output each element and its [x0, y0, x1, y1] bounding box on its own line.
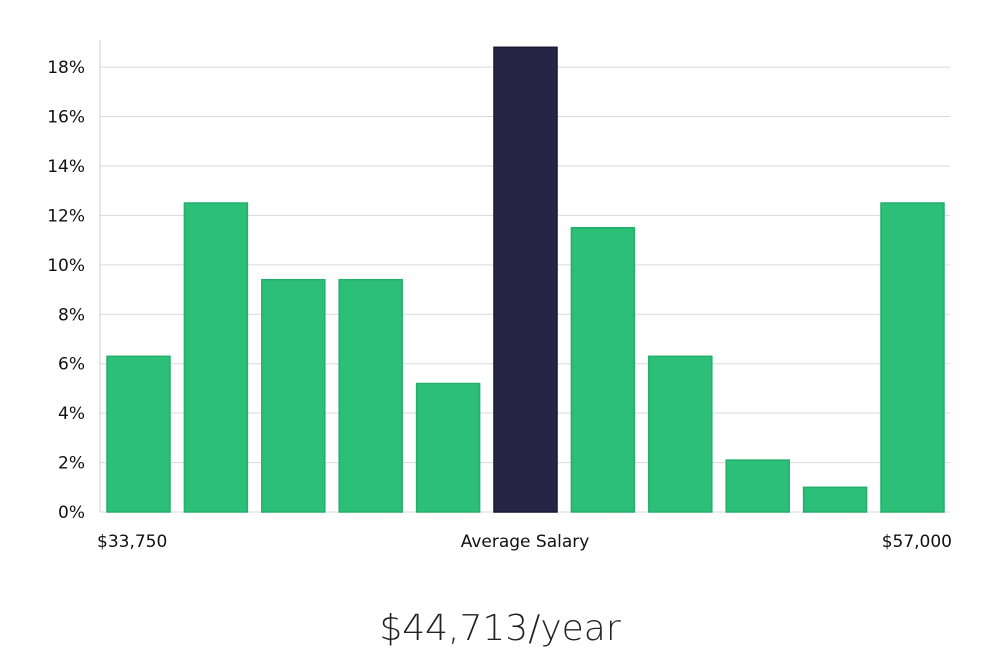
- histogram-bar: [338, 278, 403, 513]
- histogram-bar: [880, 202, 945, 513]
- histogram-bar: [415, 382, 481, 513]
- y-tick-label: 16%: [47, 108, 85, 128]
- average-salary-value: $44,713/year: [379, 608, 621, 649]
- salary-histogram-chart: 0% 2% 4% 6% 8% 10% 12% 14% 16% 18% $33,750 Averag…: [47, 40, 952, 552]
- histogram-bar: [725, 459, 790, 513]
- y-tick-label: 0%: [58, 503, 85, 523]
- histogram-bar: [183, 202, 249, 513]
- histogram-bar: [261, 278, 326, 513]
- y-tick-label: 2%: [58, 454, 85, 474]
- y-tick-label: 10%: [47, 256, 85, 276]
- histogram-bar: [802, 486, 868, 513]
- x-axis-start-label: $33,750: [97, 532, 167, 552]
- y-tick-label: 14%: [47, 157, 85, 177]
- y-tick-label: 4%: [58, 404, 85, 424]
- histogram-bar: [106, 355, 171, 513]
- histogram-bars: [106, 46, 945, 513]
- y-axis-tick-labels: 0% 2% 4% 6% 8% 10% 12% 14% 16% 18%: [47, 58, 85, 523]
- histogram-bar: [648, 355, 713, 513]
- y-tick-label: 18%: [47, 58, 85, 78]
- y-tick-label: 12%: [47, 206, 85, 226]
- x-axis-label: Average Salary: [461, 532, 590, 552]
- x-axis-end-label: $57,000: [882, 532, 952, 552]
- histogram-bar: [570, 226, 636, 513]
- y-tick-label: 8%: [58, 305, 85, 325]
- y-tick-label: 6%: [58, 355, 85, 375]
- average-salary-bar: [493, 46, 558, 513]
